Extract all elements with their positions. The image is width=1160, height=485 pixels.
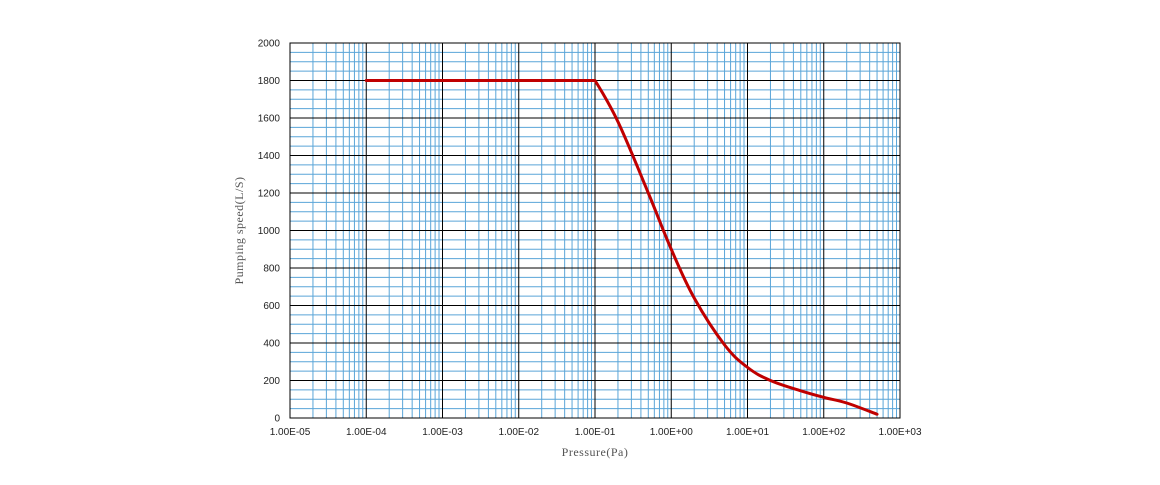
y-tick-label: 1400 (258, 151, 281, 162)
x-tick-label: 1.00E+00 (650, 427, 694, 438)
y-tick-label: 1800 (258, 76, 281, 87)
x-axis-title: Pressure(Pa) (562, 445, 629, 459)
y-tick-label: 400 (263, 339, 280, 350)
x-tick-label: 1.00E-04 (346, 427, 387, 438)
x-tick-label: 1.00E-01 (575, 427, 616, 438)
x-tick-label: 1.00E+03 (878, 427, 922, 438)
x-tick-label: 1.00E-05 (270, 427, 311, 438)
pumping-speed-line (364, 78, 879, 416)
y-tick-label: 1000 (258, 226, 281, 237)
plot-frame (289, 42, 901, 419)
x-tick-label: 1.00E+01 (726, 427, 770, 438)
y-tick-label: 1600 (258, 114, 281, 125)
y-tick-label: 0 (274, 414, 280, 425)
x-tick-labels: 1.00E-05 1.00E-04 1.00E-03 1.00E-02 1.00E-01… (270, 427, 922, 438)
y-tick-labels: 0 200 400 600 800 1000 1200 1400 1600 1800 2000 (258, 39, 281, 425)
y-tick-label: 800 (263, 264, 280, 275)
y-tick-label: 1200 (258, 189, 281, 200)
x-tick-label: 1.00E-03 (422, 427, 463, 438)
y-tick-label: 600 (263, 301, 280, 312)
x-tick-label: 1.00E-02 (498, 427, 539, 438)
y-tick-label: 200 (263, 376, 280, 387)
series-layer (364, 78, 879, 416)
x-tick-label: 1.00E+02 (802, 427, 846, 438)
y-tick-label: 2000 (258, 39, 281, 50)
y-axis-title: Pumping speed(L/S) (232, 177, 246, 285)
